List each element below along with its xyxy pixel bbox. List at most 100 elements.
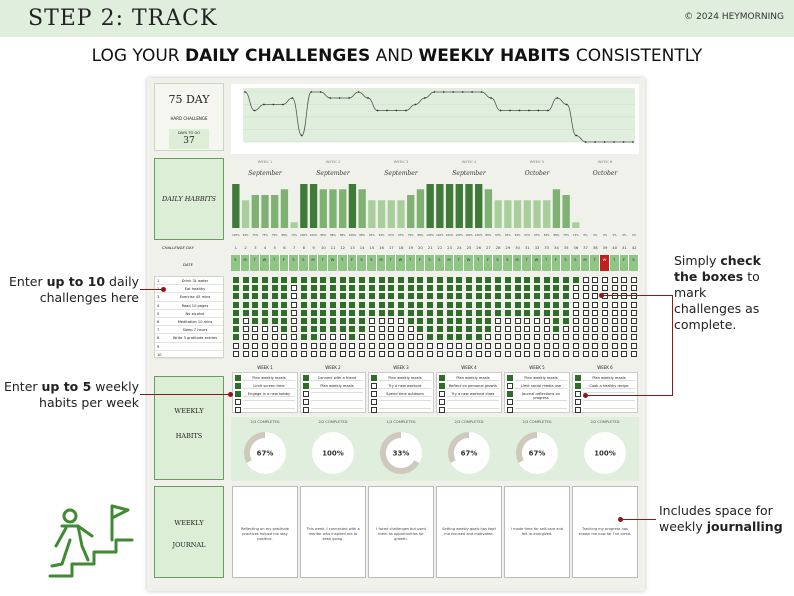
challenge-checkbox[interactable] [359, 342, 366, 349]
challenge-checkbox[interactable] [475, 293, 482, 300]
challenge-checkbox[interactable] [310, 350, 317, 357]
challenge-checkbox[interactable] [378, 342, 385, 349]
challenge-checkbox[interactable] [543, 342, 550, 349]
challenge-checkbox[interactable] [514, 301, 521, 308]
challenge-checkbox[interactable] [262, 285, 268, 292]
challenge-checkbox[interactable] [572, 277, 579, 283]
challenge-checkbox[interactable] [407, 326, 414, 333]
challenge-checkbox[interactable] [602, 285, 608, 292]
challenge-checkbox[interactable] [543, 301, 550, 308]
challenge-checkbox[interactable] [446, 318, 453, 324]
challenge-checkbox[interactable] [504, 293, 511, 300]
challenge-checkbox[interactable] [262, 309, 268, 316]
challenge-row[interactable]: 9 [155, 343, 223, 351]
challenge-checkbox[interactable] [417, 277, 424, 283]
challenge-checkbox[interactable] [611, 342, 618, 349]
challenge-checkbox[interactable] [621, 309, 628, 316]
challenge-checkbox[interactable] [504, 277, 511, 283]
challenge-checkbox[interactable] [271, 293, 278, 300]
challenge-checkbox[interactable] [407, 342, 414, 349]
challenge-checkbox[interactable] [495, 277, 502, 283]
challenge-checkbox[interactable] [368, 277, 375, 283]
challenge-checkbox[interactable] [611, 326, 618, 333]
challenge-checkbox[interactable] [339, 293, 346, 300]
challenge-checkbox[interactable] [524, 350, 531, 357]
challenge-checkbox[interactable] [388, 277, 395, 283]
challenge-checkbox[interactable] [631, 301, 638, 308]
challenge-checkbox[interactable] [446, 334, 453, 341]
challenge-checkbox[interactable] [427, 342, 434, 349]
weekly-habit-checkbox[interactable] [575, 407, 581, 413]
challenge-checkbox[interactable] [398, 293, 404, 300]
challenge-checkbox[interactable] [582, 285, 589, 292]
challenge-checkbox[interactable] [466, 334, 472, 341]
challenge-checkbox[interactable] [417, 309, 424, 316]
challenge-checkbox[interactable] [232, 342, 239, 349]
challenge-checkbox[interactable] [242, 342, 249, 349]
challenge-checkbox[interactable] [543, 277, 550, 283]
challenge-checkbox[interactable] [475, 342, 482, 349]
challenge-checkbox[interactable] [349, 293, 356, 300]
challenge-checkbox[interactable] [592, 285, 599, 292]
challenge-checkbox[interactable] [417, 285, 424, 292]
challenge-checkbox[interactable] [330, 285, 336, 292]
challenge-checkbox[interactable] [572, 334, 579, 341]
challenge-checkbox[interactable] [242, 293, 249, 300]
challenge-checkbox[interactable] [524, 342, 531, 349]
challenge-checkbox[interactable] [572, 326, 579, 333]
challenge-checkbox[interactable] [252, 309, 259, 316]
challenge-checkbox[interactable] [621, 277, 628, 283]
challenge-checkbox[interactable] [300, 301, 307, 308]
challenge-checkbox[interactable] [563, 277, 570, 283]
challenge-checkbox[interactable] [427, 301, 434, 308]
challenge-checkbox[interactable] [563, 342, 570, 349]
challenge-checkbox[interactable] [534, 293, 540, 300]
challenge-checkbox[interactable] [359, 318, 366, 324]
challenge-checkbox[interactable] [514, 350, 521, 357]
challenge-checkbox[interactable] [368, 301, 375, 308]
challenge-checkbox[interactable] [456, 309, 463, 316]
challenge-checkbox[interactable] [602, 326, 608, 333]
challenge-checkbox[interactable] [446, 350, 453, 357]
challenge-checkbox[interactable] [368, 326, 375, 333]
challenge-checkbox[interactable] [368, 309, 375, 316]
challenge-checkbox[interactable] [524, 326, 531, 333]
challenge-row[interactable]: 5 No alcohol [155, 310, 223, 318]
challenge-checkbox[interactable] [310, 326, 317, 333]
challenge-checkbox[interactable] [368, 293, 375, 300]
challenge-checkbox[interactable] [388, 342, 395, 349]
challenge-checkbox[interactable] [378, 293, 385, 300]
challenge-checkbox[interactable] [602, 334, 608, 341]
challenge-checkbox[interactable] [407, 318, 414, 324]
challenge-checkbox[interactable] [621, 350, 628, 357]
challenge-checkbox[interactable] [543, 350, 550, 357]
challenge-checkbox[interactable] [466, 326, 472, 333]
challenge-checkbox[interactable] [242, 318, 249, 324]
challenge-checkbox[interactable] [475, 285, 482, 292]
challenge-checkbox[interactable] [330, 342, 336, 349]
challenge-checkbox[interactable] [281, 301, 288, 308]
challenge-checkbox[interactable] [631, 285, 638, 292]
challenge-checkbox[interactable] [475, 334, 482, 341]
challenge-checkbox[interactable] [407, 301, 414, 308]
journal-entry-box[interactable]: Setting weekly goals has kept me focused… [436, 486, 502, 578]
challenge-checkbox[interactable] [495, 309, 502, 316]
challenge-checkbox[interactable] [592, 350, 599, 357]
challenge-checkbox[interactable] [611, 301, 618, 308]
challenge-checkbox[interactable] [271, 285, 278, 292]
challenge-checkbox[interactable] [495, 301, 502, 308]
challenge-checkbox[interactable] [475, 350, 482, 357]
challenge-checkbox[interactable] [368, 350, 375, 357]
challenge-checkbox[interactable] [242, 285, 249, 292]
challenge-checkbox[interactable] [320, 285, 327, 292]
challenge-checkbox[interactable] [291, 277, 298, 283]
challenge-checkbox[interactable] [504, 301, 511, 308]
challenge-checkbox[interactable] [281, 326, 288, 333]
challenge-checkbox[interactable] [398, 334, 404, 341]
challenge-checkbox[interactable] [592, 277, 599, 283]
challenge-checkbox[interactable] [262, 301, 268, 308]
challenge-checkbox[interactable] [572, 318, 579, 324]
challenge-checkbox[interactable] [330, 334, 336, 341]
challenge-checkbox[interactable] [524, 285, 531, 292]
challenge-checkbox[interactable] [300, 318, 307, 324]
